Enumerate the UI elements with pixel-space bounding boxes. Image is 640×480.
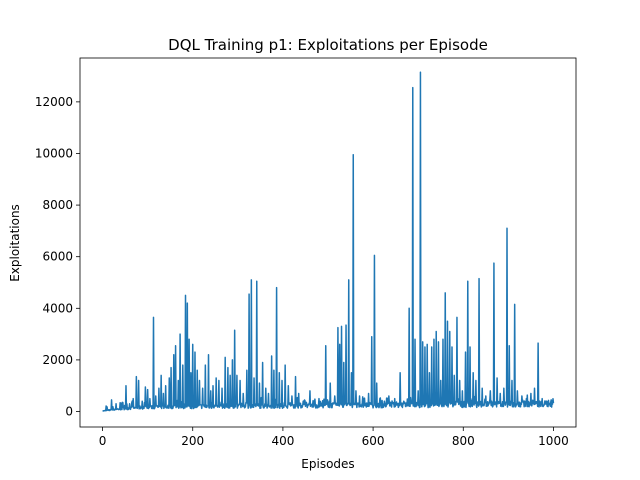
- x-tick-label: 400: [271, 434, 294, 448]
- y-tick-label: 0: [65, 405, 73, 419]
- x-tick-label: 0: [99, 434, 107, 448]
- x-tick-label: 800: [452, 434, 475, 448]
- y-tick-label: 2000: [42, 353, 73, 367]
- axes-frame: [79, 57, 577, 428]
- y-axis-label: Exploitations: [8, 204, 22, 282]
- y-tick-label: 4000: [42, 301, 73, 315]
- x-axis-label: Episodes: [301, 457, 354, 471]
- axis-ticks: 0 200 400 600 800 100002000400060008000100001…: [35, 95, 569, 448]
- x-tick-label: 1000: [538, 434, 569, 448]
- y-tick-label: 10000: [35, 146, 73, 160]
- x-tick-label: 600: [362, 434, 385, 448]
- plot-area: [102, 71, 555, 412]
- chart-title: DQL Training p1: Exploitations per Episo…: [168, 36, 488, 54]
- y-tick-label: 8000: [42, 198, 73, 212]
- y-tick-label: 6000: [42, 250, 73, 264]
- y-tick-label: 12000: [35, 95, 73, 109]
- x-tick-label: 200: [181, 434, 204, 448]
- series-line-0: [102, 71, 555, 412]
